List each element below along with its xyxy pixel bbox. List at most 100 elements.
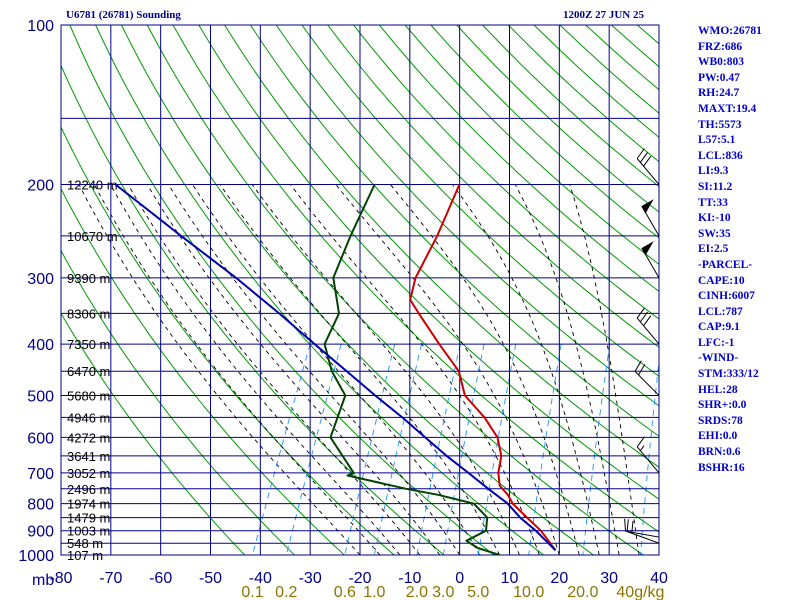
temperature-tick-label: 20 [550, 570, 568, 587]
mixing-ratio-label: 0.1 [241, 584, 263, 600]
mixing-ratio-label: 40g/kg [616, 584, 664, 600]
temperature-tick-label: 40 [650, 570, 668, 587]
pressure-tick-label: 900 [27, 524, 54, 541]
temperature-tick-label: -20 [348, 570, 371, 587]
moist-adiabat [78, 184, 361, 555]
temperature-tick-label: -60 [149, 570, 172, 587]
mixing-ratio-line [285, 343, 342, 555]
mixing-ratio-line [252, 343, 311, 555]
height-label: 107 m [67, 548, 103, 563]
height-label: 9390 m [67, 271, 110, 286]
temperature-tick-label: -30 [299, 570, 322, 587]
index-5: MAXT:19.4 [698, 102, 757, 115]
index-23: HEL:28 [698, 383, 738, 396]
moist-adiabat [452, 184, 600, 555]
index-17: CINH:6007 [698, 290, 755, 303]
index-6: TH:5573 [698, 118, 742, 131]
temperature-tick-label: 0 [455, 570, 464, 587]
mixing-ratio-line [582, 344, 611, 555]
temperature-tick-label: -80 [49, 570, 72, 587]
index-28: BSHR:16 [698, 461, 745, 474]
index-13: SW:35 [698, 227, 731, 240]
pressure-tick-label: 300 [27, 271, 54, 288]
wind-barb [641, 199, 660, 237]
height-label: 548 m [67, 536, 103, 551]
moist-adiabat [335, 184, 560, 555]
temperature-tick-label: -70 [99, 570, 122, 587]
pressure-tick-label: 400 [27, 337, 54, 354]
wind-barb [626, 519, 660, 544]
mixing-ratio-label: 2.0 [406, 584, 428, 600]
index-14: EI:2.5 [698, 243, 729, 256]
sounding-time: 1200Z 27 JUN 25 [563, 9, 644, 21]
dry-adiabat [95, 25, 544, 555]
dry-adiabat [69, 25, 495, 555]
height-label: 2496 m [67, 482, 110, 497]
temperature-tick-label: 10 [501, 570, 519, 587]
index-7: L57:5.1 [698, 134, 736, 147]
index-21: -WIND- [698, 352, 739, 365]
wind-barbs [624, 148, 660, 544]
pressure-tick-label: 200 [27, 178, 54, 195]
moist-adiabat [514, 184, 620, 555]
dewpoint-line [323, 184, 500, 555]
moist-adiabat [127, 184, 421, 555]
index-19: CAP:9.1 [698, 321, 740, 334]
height-label: 4946 m [67, 410, 110, 425]
height-label: 3641 m [67, 449, 110, 464]
mixing-ratio-line [442, 344, 485, 555]
moist-adiabat [93, 184, 381, 555]
wind-barb [636, 307, 660, 345]
pressure-tick-label: 500 [27, 388, 54, 405]
pressure-tick-label: 800 [27, 497, 54, 514]
height-label: 10670 m [67, 229, 118, 244]
indices-panel: WMO:26781 FRZ:686 WB0:803 PW:0.47 RH:24.7 MAX… [698, 24, 798, 476]
index-27: BRN:0.6 [698, 446, 741, 459]
wind-barb [636, 436, 660, 474]
temperature-tick-label: -10 [398, 570, 421, 587]
dry-adiabats [61, 25, 659, 555]
index-12: KI:-10 [698, 212, 731, 225]
height-label: 1003 m [67, 524, 110, 539]
temperature-line [409, 184, 557, 551]
height-labels: 12240 m 10670 m 9390 m 8306 m 7350 m 6470 m 56… [67, 178, 118, 563]
height-label: 1479 m [67, 511, 110, 526]
mixing-ratio-label: 5.0 [467, 584, 489, 600]
index-22: STM:333/12 [698, 368, 759, 381]
index-0: WMO:26781 [698, 25, 762, 37]
height-label: 3052 m [67, 466, 110, 481]
index-8: LCL:836 [698, 149, 743, 162]
dry-adiabat [120, 25, 594, 555]
pressure-tick-label: 700 [27, 466, 54, 483]
temperature-tick-label: 30 [600, 570, 618, 587]
pressure-tick-label: 600 [27, 430, 54, 447]
height-label: 6470 m [67, 364, 110, 379]
wind-barb [636, 148, 660, 185]
wind-barb [624, 518, 660, 538]
height-label: 7350 m [67, 337, 110, 352]
index-2: WB0:803 [698, 56, 744, 69]
index-24: SHR+:0.0 [698, 399, 747, 412]
temperature-tick-label: -50 [199, 570, 222, 587]
moist-adiabat [390, 184, 580, 555]
moist-adiabat [192, 184, 480, 555]
index-25: SRDS:78 [698, 414, 743, 427]
index-3: PW:0.47 [698, 71, 740, 84]
moist-adiabat [110, 184, 401, 555]
index-18: LCL:787 [698, 305, 743, 318]
mixing-ratio-line [373, 343, 423, 555]
moist-adiabat [168, 184, 461, 555]
mixing-ratio-label: 1.0 [363, 584, 385, 600]
pressure-tick-label: 100 [27, 18, 54, 35]
y-axis-label: mb [32, 572, 54, 589]
index-1: FRZ:686 [698, 40, 743, 53]
grid [60, 24, 660, 556]
index-10: SI:11.2 [698, 180, 733, 193]
wind-barb [641, 241, 660, 279]
profile-lines [114, 183, 557, 555]
moist-adiabat [569, 184, 640, 555]
index-26: EHI:0.0 [698, 430, 738, 443]
height-label: 8306 m [67, 306, 110, 321]
